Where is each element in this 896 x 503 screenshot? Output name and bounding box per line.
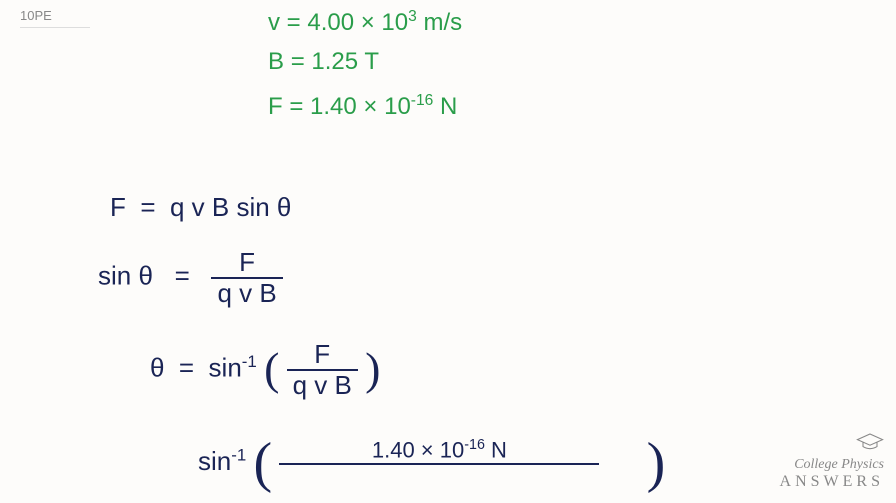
equals: =	[287, 9, 301, 36]
exp: 3	[408, 8, 417, 25]
unit: N	[440, 93, 457, 120]
num-unit: N	[491, 437, 507, 462]
fnexp: -1	[231, 446, 246, 465]
num-exp: -16	[464, 437, 485, 453]
fraction: F q v B	[287, 340, 358, 399]
fraction: F q v B	[211, 248, 282, 307]
val: 1.40 × 10	[310, 93, 411, 120]
lhs: sin θ	[98, 260, 153, 290]
brand-line1: College Physics	[780, 457, 884, 473]
unit: m/s	[423, 9, 462, 36]
rparen-icon: )	[647, 441, 666, 486]
equation-theta: θ = sin-1 ( F q v B )	[150, 340, 380, 399]
var-b: B	[268, 48, 284, 75]
brand-logo: College Physics ANSWERS	[780, 432, 884, 491]
lhs: F	[110, 192, 126, 222]
numerator: F	[211, 248, 282, 279]
val: 1.25 T	[311, 48, 379, 75]
rparen-icon: )	[365, 351, 380, 388]
fn: sin	[209, 352, 242, 382]
denominator	[279, 465, 599, 489]
given-magnetic-field: B = 1.25 T	[268, 48, 379, 76]
brand-line2: ANSWERS	[780, 473, 884, 491]
given-force: F = 1.40 × 10-16 N	[268, 92, 457, 121]
fnexp: -1	[242, 352, 257, 371]
rhs: q v B sin θ	[170, 192, 291, 222]
equation-sintheta: sin θ = F q v B	[98, 248, 283, 307]
var-f: F	[268, 93, 283, 120]
lhs: θ	[150, 352, 164, 382]
equals: =	[291, 48, 305, 75]
denominator: q v B	[211, 279, 282, 308]
exp: -16	[411, 92, 434, 109]
numerator: 1.40 × 10-16 N	[279, 438, 599, 465]
denominator: q v B	[287, 371, 358, 400]
numerator: F	[287, 340, 358, 371]
lparen-icon: (	[254, 441, 273, 486]
equation-substitution: sin-1 ( 1.40 × 10-16 N )	[198, 438, 665, 489]
graduation-cap-icon	[856, 432, 884, 450]
num-val: 1.40 × 10	[372, 437, 464, 462]
problem-label: 10PE	[20, 8, 90, 28]
val: 4.00 × 10	[307, 9, 408, 36]
given-velocity: v = 4.00 × 103 m/s	[268, 8, 462, 37]
fn: sin	[198, 446, 231, 476]
equation-force: F = q v B sin θ	[110, 192, 291, 223]
lparen-icon: (	[264, 351, 279, 388]
var-v: v	[268, 9, 280, 36]
fraction: 1.40 × 10-16 N	[279, 438, 599, 489]
equals: =	[289, 93, 303, 120]
